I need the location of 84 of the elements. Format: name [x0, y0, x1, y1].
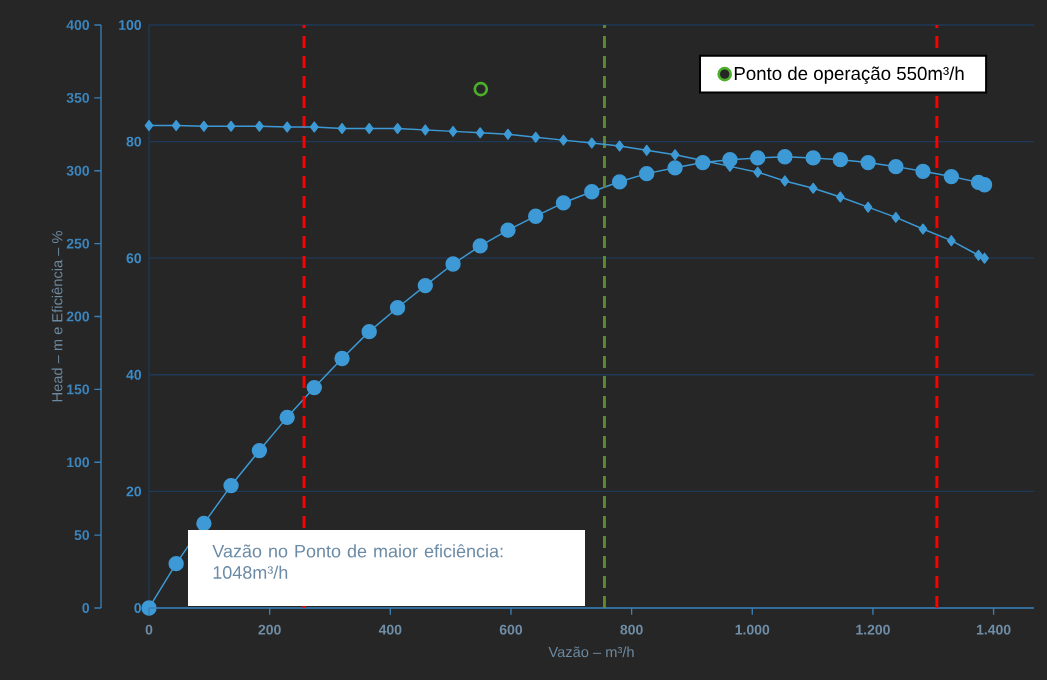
point [587, 137, 597, 149]
x-tick-label: 600 [499, 624, 523, 635]
point [528, 208, 544, 224]
y-tick-label: 50 [74, 530, 90, 541]
point [531, 131, 541, 143]
point [144, 120, 154, 132]
point [888, 158, 904, 175]
point [611, 174, 628, 190]
point [226, 120, 236, 132]
point [475, 127, 485, 139]
point [279, 409, 295, 426]
point [417, 277, 433, 294]
point [196, 515, 212, 532]
point [615, 140, 624, 152]
point [364, 122, 374, 135]
y2-tick-label: 100 [119, 20, 142, 30]
point [282, 121, 292, 133]
y-tick-label: 250 [66, 238, 90, 249]
point [361, 323, 377, 340]
point [860, 154, 876, 171]
point [171, 120, 181, 132]
point [780, 175, 790, 187]
y-axis-title: Head – m e Eficiência – % [51, 231, 63, 402]
y2-tick-label: 20 [126, 486, 142, 497]
point [337, 122, 347, 135]
point [500, 222, 516, 238]
point [750, 150, 766, 166]
point [753, 166, 763, 178]
point [943, 168, 960, 185]
annotation: Vazão no Ponto de maior eficiência: 1048m³/h [212, 544, 503, 579]
x-tick-label: 800 [620, 624, 643, 635]
y-tick-label: 400 [66, 20, 90, 30]
point [255, 120, 264, 132]
point [777, 149, 793, 165]
point [309, 121, 319, 133]
y-tick-label: 300 [66, 165, 90, 176]
point [199, 120, 209, 132]
point [420, 124, 430, 136]
y-tick-label: 200 [66, 311, 90, 322]
y2-tick-label: 60 [126, 253, 142, 264]
point [918, 223, 928, 235]
point [168, 556, 184, 572]
point [836, 191, 845, 203]
point [306, 379, 322, 396]
point [980, 252, 989, 264]
y2-tick-label: 80 [126, 136, 142, 147]
point [974, 249, 983, 261]
point [915, 163, 931, 179]
point [445, 256, 461, 272]
point [473, 81, 489, 97]
point [559, 134, 568, 146]
point [891, 211, 901, 223]
x-tick-label: 1.000 [735, 624, 770, 635]
x-tick-label: 0 [145, 624, 153, 635]
y-tick-label: 0 [82, 603, 90, 613]
point [472, 238, 488, 254]
point [805, 150, 821, 166]
point [555, 195, 572, 211]
point [334, 350, 350, 367]
y2-tick-label: 0 [134, 603, 142, 613]
x-tick-label: 1.200 [856, 624, 890, 635]
point [947, 235, 956, 247]
point [503, 128, 513, 140]
x-tick-label: 200 [258, 624, 281, 635]
point [863, 201, 873, 213]
y-tick-label: 150 [67, 384, 90, 395]
point [808, 182, 818, 194]
x-axis-title: Vazão – m³/h [548, 646, 634, 658]
y-tick-label: 350 [66, 92, 90, 103]
point [670, 149, 680, 161]
point [639, 165, 655, 182]
point [251, 442, 268, 459]
point [223, 477, 239, 494]
x-tick-label: 1.400 [976, 624, 1011, 635]
point [448, 125, 458, 137]
point [667, 160, 683, 176]
x-tick-label: 400 [378, 624, 402, 635]
point [642, 144, 652, 156]
point [389, 300, 406, 316]
point [832, 151, 849, 168]
point [584, 184, 600, 200]
legend-label: Ponto de operação 550m³/h [734, 66, 964, 84]
y2-tick-label: 40 [126, 369, 142, 380]
y-tick-label: 100 [67, 457, 90, 468]
